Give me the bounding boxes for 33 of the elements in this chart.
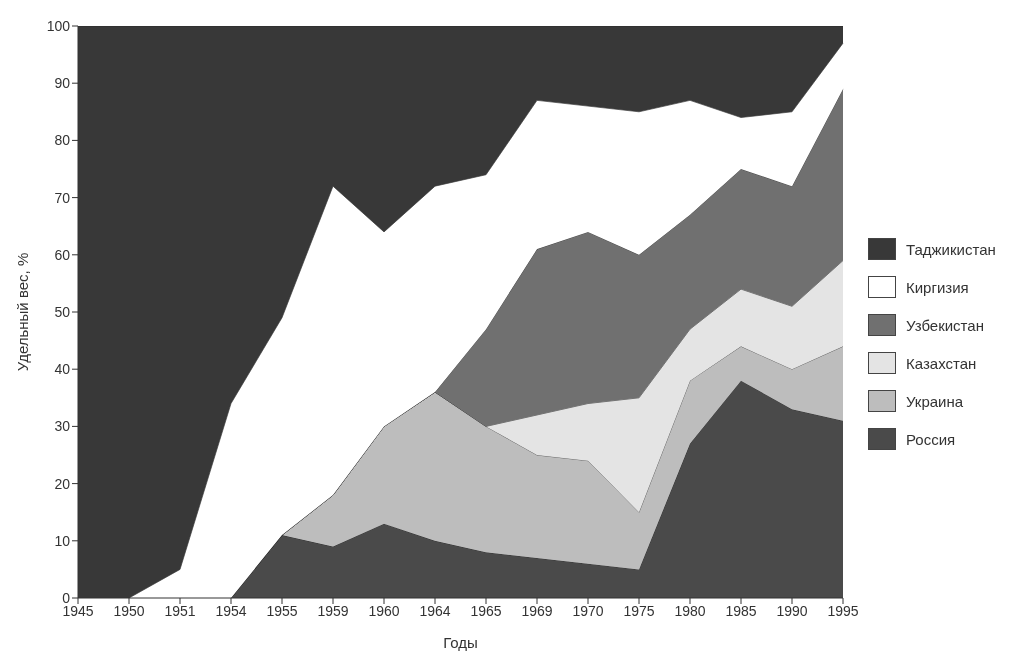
x-tick-label: 1985	[725, 602, 757, 619]
x-axis-title: Годы	[443, 634, 478, 651]
x-tick-label: 1965	[470, 602, 502, 619]
x-tick-label: 1995	[827, 602, 859, 619]
y-tick-label: 30	[54, 418, 71, 435]
legend-label: Россия	[906, 430, 956, 448]
y-tick-label: 80	[54, 132, 71, 149]
legend-label: Казахстан	[906, 354, 977, 372]
y-tick-label: 20	[54, 475, 71, 492]
x-tick-label: 1951	[164, 602, 196, 619]
y-tick-label: 10	[54, 532, 71, 549]
x-tick-label: 1969	[521, 602, 553, 619]
x-tick-label: 1980	[674, 602, 706, 619]
legend-label: Украина	[906, 392, 964, 410]
y-tick-label: 70	[54, 189, 71, 206]
legend-label: Узбекистан	[906, 316, 984, 334]
legend-label: Киргизия	[906, 278, 969, 296]
legend-label: Таджикистан	[906, 240, 996, 258]
x-tick-label: 1955	[266, 602, 298, 619]
x-tick-label: 1950	[113, 602, 145, 619]
x-tick-label: 1960	[368, 602, 400, 619]
y-tick-label: 40	[54, 361, 71, 378]
y-tick-label: 60	[54, 246, 71, 263]
x-tick-label: 1975	[623, 602, 655, 619]
x-tick-label: 1964	[419, 602, 451, 619]
y-tick-label: 90	[54, 75, 71, 92]
x-tick-label: 1954	[215, 602, 247, 619]
x-tick-label: 1990	[776, 602, 808, 619]
y-axis-title: Удельный вес, %	[14, 252, 32, 372]
y-tick-label: 100	[46, 17, 71, 34]
y-tick-label: 50	[54, 303, 71, 320]
x-tick-label: 1959	[317, 602, 349, 619]
x-tick-label: 1970	[572, 602, 604, 619]
